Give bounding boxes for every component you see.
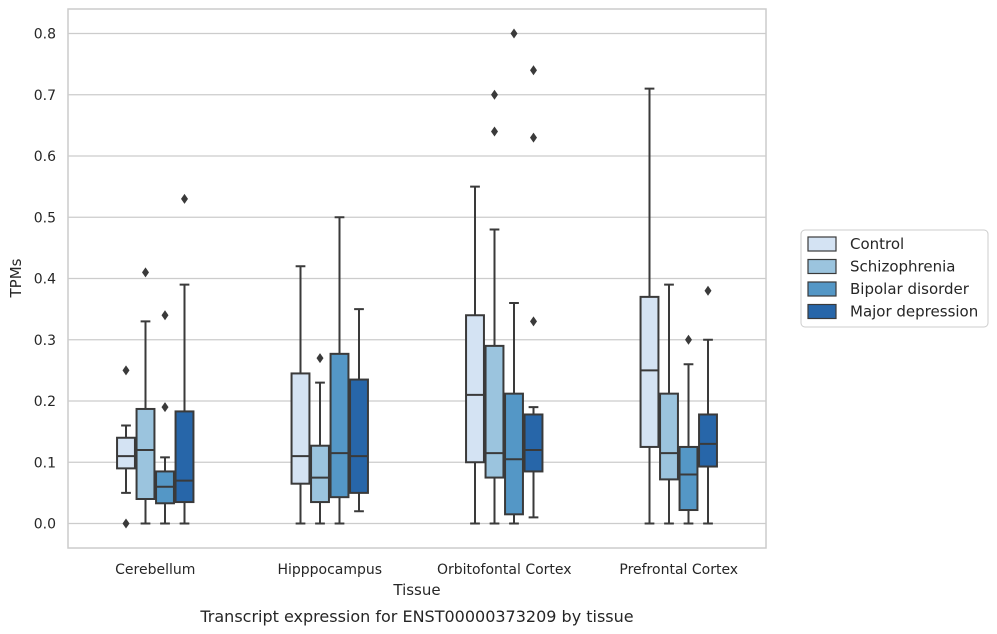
outlier-marker [142,267,149,278]
x-tick-label: Hipppocampus [277,562,382,578]
legend: Control Schizophrenia Bipolar disorder Majo… [800,229,989,328]
y-tick-labels: 0.0 0.1 0.2 0.3 0.4 0.5 0.6 0.7 0.8 [34,27,56,533]
outlier-marker [685,334,692,345]
box-iqr [678,445,699,512]
box-iqr [523,413,544,473]
plot-frame [67,8,767,549]
outlier-marker [161,402,169,413]
box-iqr [116,436,136,470]
box-control-1 [290,265,311,525]
outlier-marker [510,28,518,39]
box-iqr [484,344,505,479]
box-schizophrenia-1 [310,353,330,525]
y-tick-label: 0.8 [34,27,56,43]
chart-caption: Transcript expression for ENST0000037320… [199,607,633,626]
box-bipolar-disorder-1 [329,216,350,525]
legend-swatch [807,303,837,320]
y-tick-label: 0.1 [34,455,56,471]
x-axis-label: Tissue [392,581,440,599]
legend-label: Major depression [850,303,978,321]
box-major-depression-3 [698,285,718,525]
box-control-3 [639,87,660,525]
outlier-marker [530,65,537,76]
box-control-2 [465,185,485,525]
legend-frame [800,229,989,328]
box-schizophrenia-2 [484,89,505,525]
box-major-depression-1 [349,308,369,513]
box-bipolar-disorder-0 [155,310,175,525]
legend-swatch [807,236,837,252]
box-bipolar-disorder-2 [504,28,524,525]
outlier-marker [122,365,130,376]
box-iqr [310,444,330,504]
box-major-depression-0 [174,193,195,525]
box-schizophrenia-3 [659,283,679,525]
box-iqr [329,352,350,499]
y-tick-label: 0.7 [34,88,56,104]
y-tick-label: 0.4 [34,272,56,288]
box-control-0 [116,365,136,529]
box-bipolar-disorder-3 [678,334,699,525]
y-tick-label: 0.6 [34,149,56,165]
y-tick-label: 0.2 [34,394,56,410]
outlier-marker [122,518,130,529]
outlier-marker [161,310,169,321]
outlier-marker [491,89,498,100]
box-iqr [135,407,156,500]
box-iqr [659,392,679,481]
y-tick-label: 0.3 [34,333,56,349]
outlier-marker [181,193,188,204]
legend-swatch [807,281,837,297]
box-iqr [174,410,195,504]
x-tick-labels: Cerebellum Hipppocampus Orbitofontal Corte… [115,562,738,578]
x-tick-label: Orbitofontal Cortex [437,562,572,578]
x-tick-label: Prefrontal Cortex [619,562,738,578]
box-schizophrenia-0 [135,267,156,525]
y-tick-label: 0.5 [34,210,56,226]
boxes [116,28,718,529]
outlier-marker [704,285,712,296]
y-tick-label: 0.0 [34,517,56,533]
outlier-marker [530,316,537,327]
box-iqr [349,378,369,494]
box-iqr [504,392,524,516]
outlier-marker [491,126,498,137]
box-iqr [639,295,660,448]
outlier-marker [530,132,537,143]
box-major-depression-2 [523,65,544,519]
legend-label: Schizophrenia [850,258,955,276]
x-tick-label: Cerebellum [115,562,195,578]
box-iqr [290,372,311,485]
legend-label: Control [850,235,904,253]
box-iqr [698,413,718,468]
legend-swatch [807,258,837,275]
legend-label: Bipolar disorder [850,280,970,298]
box-iqr [465,314,485,464]
outlier-marker [316,353,324,364]
y-axis-label: TPMs [7,258,25,298]
